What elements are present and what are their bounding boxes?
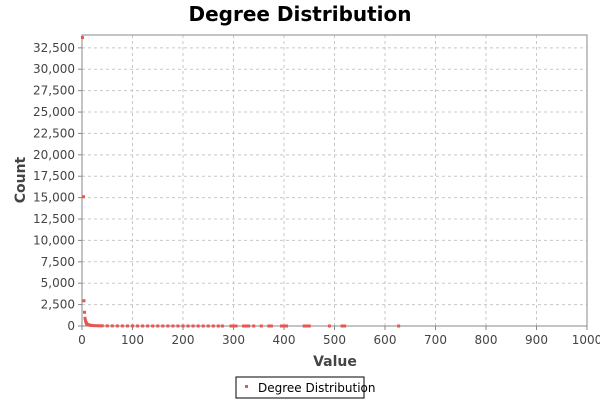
data-point	[234, 324, 238, 328]
data-point	[82, 299, 86, 303]
data-point	[81, 36, 85, 40]
data-point	[171, 324, 175, 328]
y-tick-label: 5,000	[41, 276, 75, 290]
legend: Degree Distribution	[235, 376, 376, 399]
data-point	[259, 324, 263, 328]
data-point	[82, 195, 86, 199]
data-point	[181, 324, 185, 328]
data-point	[206, 324, 210, 328]
y-tick-label: 15,000	[33, 191, 75, 205]
x-tick-label: 600	[374, 333, 397, 347]
data-point	[267, 324, 271, 328]
data-point	[343, 324, 347, 328]
data-point	[216, 324, 220, 328]
x-tick-label: 700	[424, 333, 447, 347]
x-tick-label: 800	[475, 333, 498, 347]
y-tick-label: 22,500	[33, 126, 75, 140]
x-tick-label: 500	[323, 333, 346, 347]
data-point	[100, 324, 104, 328]
data-point	[252, 324, 256, 328]
data-point	[201, 324, 205, 328]
y-tick-label: 7,500	[41, 255, 75, 269]
data-point	[191, 324, 195, 328]
data-point	[242, 324, 246, 328]
y-tick-label: 0	[67, 319, 75, 333]
data-point	[105, 324, 109, 328]
data-point	[151, 324, 155, 328]
data-point	[196, 324, 200, 328]
legend-box	[235, 376, 365, 399]
data-point	[247, 324, 251, 328]
data-point	[327, 324, 331, 328]
data-point	[141, 324, 145, 328]
data-point	[156, 324, 160, 328]
data-point	[90, 324, 94, 328]
y-tick-label: 10,000	[33, 233, 75, 247]
data-point	[136, 324, 140, 328]
data-point	[229, 324, 233, 328]
data-point	[110, 324, 114, 328]
data-point	[115, 324, 119, 328]
y-tick-label: 17,500	[33, 169, 75, 183]
data-point	[211, 324, 215, 328]
x-tick-label: 0	[78, 333, 86, 347]
data-point	[98, 324, 102, 328]
legend-label: Degree Distribution	[258, 381, 376, 395]
x-tick-label: 100	[121, 333, 144, 347]
x-tick-label: 200	[172, 333, 195, 347]
data-point	[269, 324, 273, 328]
data-point	[176, 324, 180, 328]
x-tick-label: 1000	[572, 333, 600, 347]
data-point	[220, 324, 224, 328]
data-point	[161, 324, 165, 328]
y-tick-label: 12,500	[33, 212, 75, 226]
y-tick-label: 2,500	[41, 298, 75, 312]
data-point	[186, 324, 190, 328]
data-point	[166, 324, 170, 328]
x-tick-label: 900	[525, 333, 548, 347]
data-point	[95, 324, 99, 328]
data-point	[146, 324, 150, 328]
data-point	[232, 324, 235, 328]
data-point	[302, 324, 306, 328]
y-tick-label: 30,000	[33, 62, 75, 76]
data-points	[81, 36, 401, 328]
x-tick-label: 400	[273, 333, 296, 347]
data-point	[120, 324, 124, 328]
y-tick-label: 27,500	[33, 84, 75, 98]
data-point	[244, 324, 248, 328]
data-point	[285, 324, 289, 328]
x-tick-label: 300	[222, 333, 245, 347]
grid	[81, 35, 588, 327]
x-axis-label: Value	[313, 354, 357, 370]
data-point	[279, 324, 283, 328]
y-tick-label: 20,000	[33, 148, 75, 162]
data-point	[83, 310, 87, 314]
y-axis-label: Count	[13, 156, 29, 203]
x-axis: 0 100 200 300 400 500 600 700 800 900 1000	[78, 326, 600, 347]
chart-title: Degree Distribution	[188, 2, 411, 26]
data-point	[125, 324, 129, 328]
data-point	[282, 324, 286, 328]
data-point	[307, 324, 311, 328]
y-tick-label: 25,000	[33, 105, 75, 119]
legend-marker	[245, 385, 248, 388]
y-axis: 0 2,500 5,000 7,500 10,000 12,500 15,000 17,500…	[33, 41, 82, 333]
data-point	[340, 324, 344, 328]
data-point	[84, 319, 88, 323]
data-point	[83, 316, 87, 320]
y-tick-label: 32,500	[33, 41, 75, 55]
data-point	[131, 324, 134, 328]
data-point	[93, 324, 97, 328]
data-point	[397, 324, 401, 328]
data-point	[305, 324, 309, 328]
